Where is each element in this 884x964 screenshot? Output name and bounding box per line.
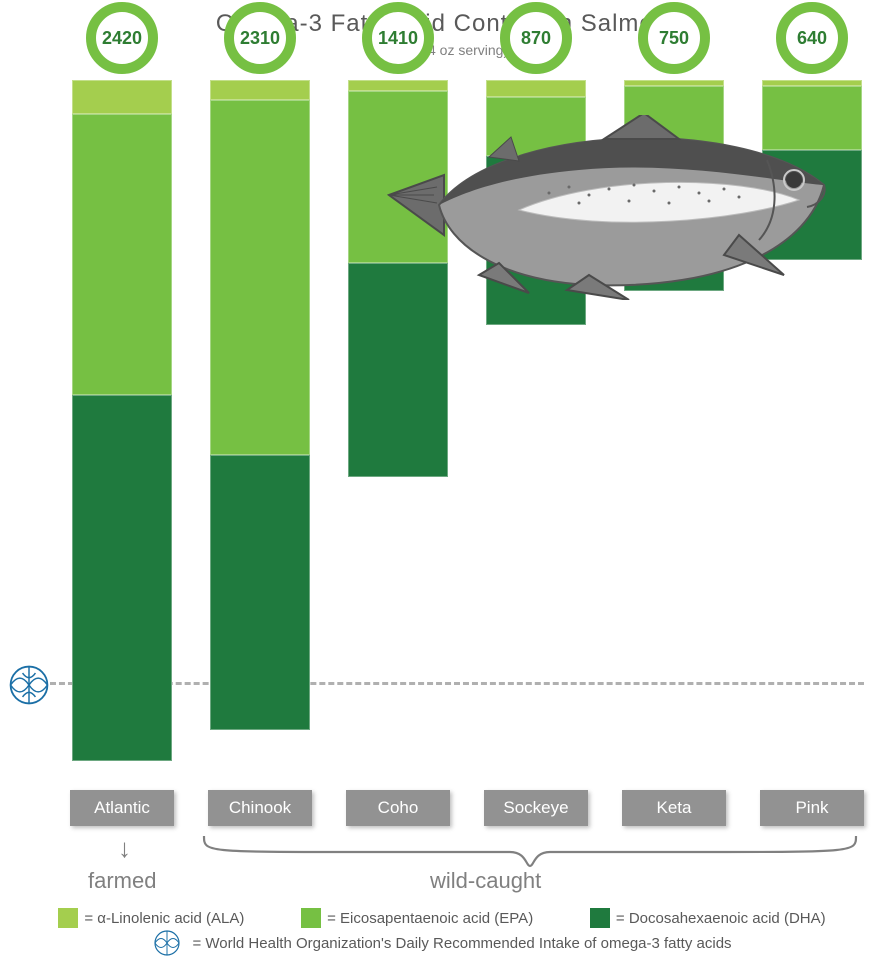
- bar-segment-ala: [486, 80, 586, 97]
- legend-item-ala: = α-Linolenic acid (ALA): [58, 908, 244, 928]
- salmon-illustration: [379, 115, 839, 300]
- bar-total-value: 1410: [378, 28, 418, 49]
- bar-segment-ala: [210, 80, 310, 100]
- wild-brace-icon: [200, 832, 860, 868]
- who-legend: = World Health Organization's Daily Reco…: [0, 928, 884, 958]
- farmed-arrow-icon: ↓: [118, 833, 131, 864]
- bar-column: 2420: [70, 80, 174, 784]
- legend-text-dha: = Docosahexaenoic acid (DHA): [616, 910, 826, 927]
- bar-total-bubble: 2310: [224, 2, 296, 74]
- swatch-ala: [58, 908, 78, 928]
- legend-item-epa: = Eicosapentaenoic acid (EPA): [301, 908, 533, 928]
- bar-total-bubble: 640: [776, 2, 848, 74]
- legend-text-epa: = Eicosapentaenoic acid (EPA): [327, 910, 533, 927]
- farmed-group-label: farmed: [88, 868, 156, 894]
- acid-legend: = α-Linolenic acid (ALA) = Eicosapentaen…: [30, 908, 854, 928]
- who-legend-text: = World Health Organization's Daily Reco…: [192, 935, 731, 952]
- bar-segment-ala: [72, 80, 172, 114]
- swatch-dha: [590, 908, 610, 928]
- legend-text-ala: = α-Linolenic acid (ALA): [84, 910, 244, 927]
- category-label: Keta: [622, 790, 726, 826]
- bar-total-bubble: 750: [638, 2, 710, 74]
- category-label: Pink: [760, 790, 864, 826]
- who-icon: [6, 662, 52, 708]
- bar-segment-ala: [348, 80, 448, 91]
- bar-total-bubble: 870: [500, 2, 572, 74]
- category-label: Coho: [346, 790, 450, 826]
- bar-total-value: 870: [521, 28, 551, 49]
- legend-item-dha: = Docosahexaenoic acid (DHA): [590, 908, 826, 928]
- bar-total-value: 640: [797, 28, 827, 49]
- bar-segment-epa: [210, 100, 310, 455]
- who-icon: [152, 928, 182, 958]
- category-label: Atlantic: [70, 790, 174, 826]
- bar-segment-dha: [210, 455, 310, 731]
- bar-segment-dha: [72, 395, 172, 761]
- category-labels-row: Atlantic Chinook Coho Sockeye Keta Pink: [70, 790, 864, 826]
- bar-stack: 2420: [72, 80, 172, 761]
- bar-total-value: 750: [659, 28, 689, 49]
- bar-column: 2310: [208, 80, 312, 784]
- bar-total-bubble: 1410: [362, 2, 434, 74]
- category-label: Chinook: [208, 790, 312, 826]
- bar-total-value: 2420: [102, 28, 142, 49]
- bar-segment-epa: [72, 114, 172, 396]
- swatch-epa: [301, 908, 321, 928]
- category-label: Sockeye: [484, 790, 588, 826]
- bar-total-value: 2310: [240, 28, 280, 49]
- bar-stack: 2310: [210, 80, 310, 730]
- wild-group-label: wild-caught: [430, 868, 541, 894]
- bar-total-bubble: 2420: [86, 2, 158, 74]
